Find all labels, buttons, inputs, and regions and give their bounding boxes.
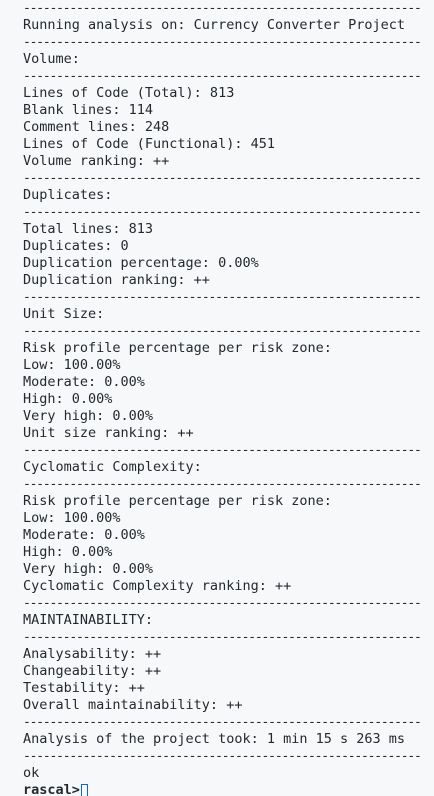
maintainability-line: Testability: ++: [23, 680, 145, 696]
analysis-timing: Analysis of the project took: 1 min 15 s…: [23, 731, 406, 747]
maintainability-line: Changeability: ++: [23, 663, 162, 679]
volume-line: Lines of Code (Functional): 451: [23, 136, 275, 152]
complexity-line: Very high: 0.00%: [23, 561, 154, 577]
volume-line: Lines of Code (Total): 813: [23, 85, 235, 101]
unit-size-ranking: Unit size ranking: ++: [23, 425, 194, 441]
separator: ----------------------------------------…: [23, 205, 422, 220]
separator: ----------------------------------------…: [23, 715, 422, 730]
unit-size-line: Moderate: 0.00%: [23, 374, 145, 390]
unit-size-line: Risk profile percentage per risk zone:: [23, 340, 332, 356]
duplicates-line: Duplication percentage: 0.00%: [23, 255, 259, 271]
prompt-line[interactable]: rascal>: [23, 782, 434, 796]
section-title-unit-size: Unit Size:: [23, 306, 105, 322]
volume-ranking: Volume ranking: ++: [23, 153, 170, 169]
complexity-line: Low: 100.00%: [23, 510, 121, 526]
separator: ----------------------------------------…: [23, 596, 422, 611]
duplication-ranking: Duplication ranking: ++: [23, 272, 210, 288]
complexity-line: Moderate: 0.00%: [23, 527, 145, 543]
separator: ----------------------------------------…: [23, 1, 422, 16]
complexity-ranking: Cyclomatic Complexity ranking: ++: [23, 578, 292, 594]
unit-size-line: Very high: 0.00%: [23, 408, 154, 424]
duplicates-line: Total lines: 813: [23, 221, 154, 237]
volume-line: Comment lines: 248: [23, 119, 170, 135]
unit-size-line: Low: 100.00%: [23, 357, 121, 373]
complexity-line: High: 0.00%: [23, 544, 113, 560]
separator: ----------------------------------------…: [23, 171, 422, 186]
separator: ----------------------------------------…: [23, 290, 422, 305]
repl-prompt: rascal>: [23, 782, 80, 796]
section-title-volume: Volume:: [23, 51, 80, 67]
text-cursor[interactable]: [80, 783, 88, 796]
section-title-complexity: Cyclomatic Complexity:: [23, 459, 202, 475]
separator: ----------------------------------------…: [23, 477, 422, 492]
volume-line: Blank lines: 114: [23, 102, 154, 118]
separator: ----------------------------------------…: [23, 69, 422, 84]
analysis-header: Running analysis on: Currency Converter …: [23, 17, 406, 33]
unit-size-line: High: 0.00%: [23, 391, 113, 407]
complexity-line: Risk profile percentage per risk zone:: [23, 493, 332, 509]
separator: ----------------------------------------…: [23, 443, 422, 458]
section-title-duplicates: Duplicates:: [23, 187, 113, 203]
separator: ----------------------------------------…: [23, 630, 422, 645]
section-title-maintainability: MAINTAINABILITY:: [23, 612, 154, 628]
result-text: ok: [23, 765, 40, 781]
maintainability-line: Analysability: ++: [23, 646, 162, 662]
separator: ----------------------------------------…: [23, 749, 422, 764]
separator: ----------------------------------------…: [23, 324, 422, 339]
duplicates-line: Duplicates: 0: [23, 238, 129, 254]
overall-maintainability: Overall maintainability: ++: [23, 697, 243, 713]
separator: ----------------------------------------…: [23, 35, 422, 50]
